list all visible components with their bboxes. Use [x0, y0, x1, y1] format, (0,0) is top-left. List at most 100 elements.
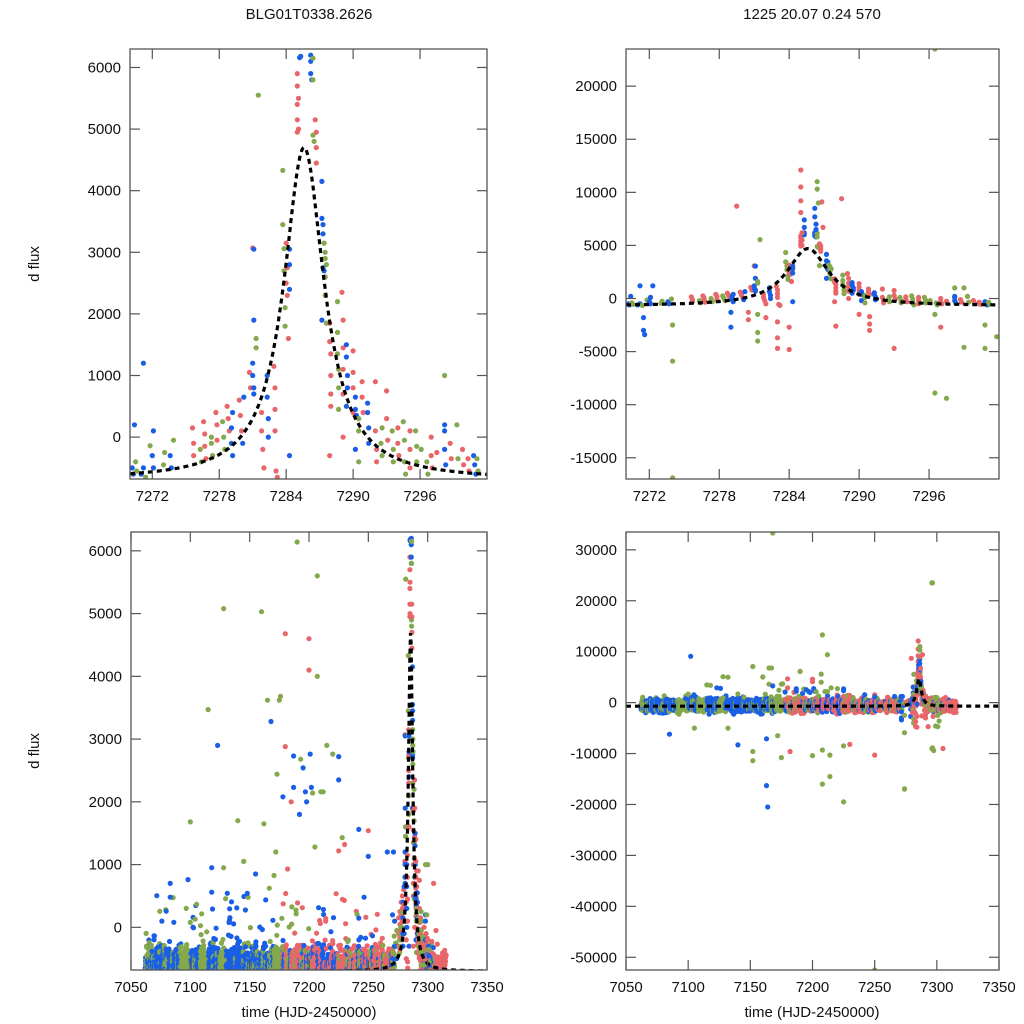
data-point-red — [246, 369, 252, 375]
data-point-blue — [790, 263, 796, 269]
data-point-green — [282, 305, 288, 311]
data-point-red — [284, 292, 290, 298]
data-point-green — [755, 329, 761, 336]
data-point-green — [345, 937, 351, 943]
data-point-red — [299, 905, 305, 911]
data-point-green — [321, 240, 327, 246]
data-point-blue — [320, 906, 326, 913]
data-point-red — [433, 927, 439, 934]
data-point-red — [407, 567, 413, 573]
data-point-red — [384, 416, 390, 422]
data-point-blue — [130, 465, 135, 471]
data-point-red — [448, 456, 454, 462]
data-point-blue — [265, 416, 271, 422]
data-point-green — [266, 885, 272, 891]
data-point-green — [293, 907, 299, 913]
data-point-red — [409, 601, 415, 607]
data-point-green — [932, 390, 938, 396]
data-point-blue — [443, 462, 449, 468]
data-point-green — [379, 425, 385, 431]
data-point-green — [356, 428, 362, 434]
x-tick-label: 7290 — [842, 488, 875, 505]
data-point-red — [788, 278, 795, 285]
data-point-green — [294, 539, 300, 545]
data-point-green — [223, 896, 229, 902]
data-point-red — [407, 428, 413, 434]
data-point-blue — [402, 805, 408, 811]
data-point-red — [328, 391, 334, 397]
data-point-red — [259, 428, 265, 434]
data-point-green — [424, 459, 430, 465]
data-point-red — [379, 947, 385, 953]
x-tick-label: 7278 — [203, 488, 236, 505]
data-point-green — [403, 471, 409, 477]
data-point-red — [434, 449, 440, 456]
data-point-red — [317, 920, 323, 927]
data-point-blue — [801, 217, 807, 223]
data-point-blue — [302, 789, 308, 795]
data-point-red — [833, 290, 839, 296]
data-point-blue — [390, 849, 397, 855]
data-point-blue — [752, 288, 759, 294]
data-point-green — [428, 996, 433, 1001]
data-point-red — [305, 945, 311, 951]
data-point-blue — [234, 905, 240, 911]
data-point-red — [422, 971, 427, 976]
data-point-red — [434, 971, 439, 976]
data-point-green — [862, 300, 868, 306]
x-tick-label: 7284 — [270, 488, 303, 505]
data-point-blue — [308, 784, 314, 791]
data-point-red — [373, 927, 379, 933]
data-point-blue — [150, 428, 156, 434]
data-point-green — [306, 926, 312, 932]
data-point-green — [755, 311, 761, 317]
data-point-red — [374, 459, 380, 465]
data-point-blue — [321, 942, 327, 948]
data-point-red — [360, 409, 366, 416]
data-point-green — [253, 335, 259, 342]
data-point-red — [434, 941, 440, 947]
data-point-blue — [268, 718, 274, 725]
data-point-blue — [151, 933, 157, 939]
data-point-red — [439, 971, 444, 976]
data-point-red — [260, 446, 266, 452]
data-point-blue — [167, 880, 173, 887]
data-point-blue — [190, 925, 197, 931]
data-point-green — [755, 280, 761, 286]
data-point-blue — [265, 434, 271, 440]
data-point-green — [783, 259, 789, 265]
data-point-blue — [167, 453, 173, 459]
data-point-red — [799, 237, 805, 243]
data-point-red — [285, 866, 291, 872]
data-point-red — [239, 428, 245, 434]
y-tick-label: 2000 — [89, 794, 122, 811]
data-point-green — [426, 946, 432, 952]
data-point-green — [814, 186, 820, 192]
data-point-green — [964, 293, 971, 299]
data-point-green — [322, 249, 328, 255]
data-point-red — [435, 972, 440, 977]
data-point-green — [783, 249, 789, 256]
y-tick-label: 4000 — [89, 668, 122, 685]
data-point-blue — [250, 360, 256, 366]
data-point-blue — [422, 918, 429, 924]
data-point-green — [408, 538, 415, 545]
data-point-red — [407, 579, 413, 585]
data-point-green — [235, 818, 241, 824]
data-point-blue — [328, 929, 334, 935]
data-point-red — [415, 868, 421, 874]
data-point-red — [904, 299, 910, 305]
data-point-blue — [215, 945, 221, 952]
data-point-red — [891, 345, 897, 351]
data-point-blue — [640, 315, 647, 321]
data-point-green — [379, 453, 385, 459]
data-point-blue — [361, 894, 367, 900]
data-point-blue — [228, 899, 235, 905]
data-point-blue — [728, 309, 734, 315]
data-point-red — [283, 942, 289, 948]
data-point-blue — [336, 754, 342, 760]
data-point-blue — [308, 71, 314, 77]
data-point-blue — [404, 924, 410, 930]
data-point-red — [313, 160, 319, 166]
data-point-blue — [442, 428, 448, 434]
